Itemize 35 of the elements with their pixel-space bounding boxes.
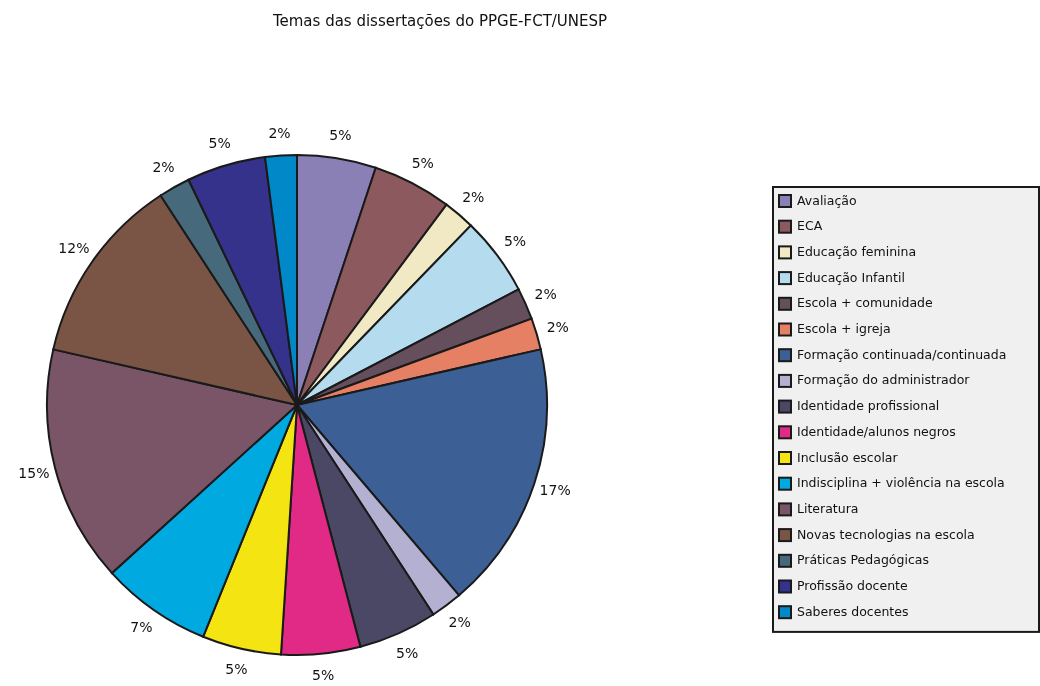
data-label: 5%: [329, 127, 352, 144]
legend-label: Educação feminina: [797, 243, 917, 259]
legend-label: Literatura: [797, 500, 859, 516]
data-label: 2%: [534, 285, 557, 302]
legend-label: ECA: [797, 218, 823, 234]
data-label: 5%: [395, 644, 419, 661]
data-label: 5%: [225, 661, 248, 678]
data-label: 5%: [312, 666, 335, 683]
data-label: 2%: [268, 124, 291, 141]
data-label: 2%: [462, 188, 485, 205]
data-label: 15%: [18, 464, 50, 481]
data-label: 17%: [539, 481, 571, 498]
legend-label: Escola + igreja: [797, 321, 891, 336]
legend-label: Avaliação: [797, 192, 857, 208]
data-label: 2%: [448, 613, 471, 630]
data-label: 12%: [58, 240, 90, 257]
legend-label: Novas tecnologias na escola: [797, 526, 975, 542]
legend-label: Indisciplina + violência na escola: [797, 475, 1005, 491]
data-label: 5%: [208, 135, 231, 152]
legend-label: Identidade/alunos negros: [797, 423, 956, 439]
legend-label: Identidade profissional: [797, 398, 940, 414]
legend-label: Educação Infantil: [797, 269, 905, 285]
data-label: 7%: [130, 619, 153, 636]
legend-label: Formação do administrador: [797, 372, 971, 388]
data-label: 5%: [503, 233, 527, 250]
legend-label: Profissão docente: [797, 578, 908, 593]
legend-label: Formação continuada/continuada: [797, 346, 1007, 362]
legend-label: Saberes docentes: [797, 603, 909, 619]
legend-label: Escola + comunidade: [797, 295, 934, 311]
data-label: 2%: [546, 318, 569, 335]
chart-title: Temas das dissertações do PPGE-FCT/UNESP: [271, 12, 608, 30]
legend-label: Práticas Pedagógicas: [797, 552, 929, 568]
data-label: 2%: [152, 159, 175, 175]
data-label: 5%: [411, 154, 434, 171]
legend-label: Inclusão escolar: [797, 449, 899, 465]
